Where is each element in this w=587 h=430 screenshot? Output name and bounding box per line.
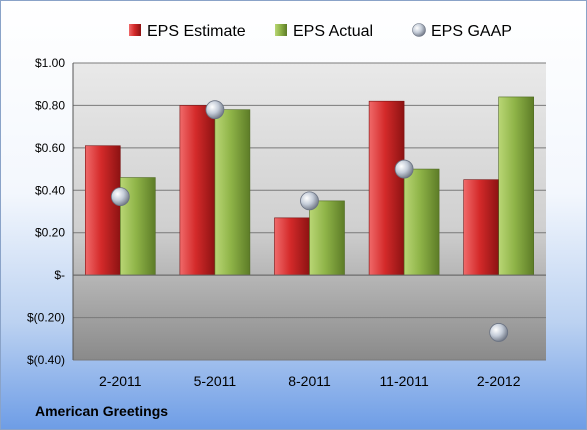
y-tick-label: $(0.40) xyxy=(27,353,65,367)
gaap-point xyxy=(110,187,130,207)
legend: EPS Estimate EPS Actual EPS GAAP xyxy=(129,23,512,40)
legend-swatch-estimate xyxy=(129,24,141,36)
legend-label: EPS Estimate xyxy=(147,23,246,40)
y-tick-label: $1.00 xyxy=(35,56,65,70)
gaap-point xyxy=(489,323,509,342)
y-tick-label: $- xyxy=(54,268,65,282)
company-name: American Greetings xyxy=(35,403,169,419)
actual-bar xyxy=(498,96,535,276)
x-tick-label: 8-2011 xyxy=(288,373,331,389)
estimate-bar xyxy=(179,105,216,276)
y-tick-label: $0.60 xyxy=(35,141,65,155)
x-tick-label: 11-2011 xyxy=(379,373,429,389)
x-tick-label: 2-2011 xyxy=(99,373,142,389)
y-tick-label: $0.40 xyxy=(35,183,65,197)
gaap-point xyxy=(300,191,319,211)
y-tick-label: $0.20 xyxy=(35,226,65,240)
legend-swatch-actual xyxy=(275,24,287,36)
y-tick-label: $0.80 xyxy=(35,98,65,112)
x-tick-label: 5-2011 xyxy=(194,373,237,389)
legend-label: EPS Actual xyxy=(293,23,373,40)
actual-bar xyxy=(403,168,440,276)
x-tick-label: 2-2012 xyxy=(477,373,521,389)
legend-label: EPS GAAP xyxy=(431,23,512,40)
estimate-bar xyxy=(85,145,121,276)
legend-swatch-gaap xyxy=(412,23,426,37)
plot-area: $1.00 $0.80 $0.60 $0.40 $0.20 $- $(0.20) $(0.40… xyxy=(27,56,546,389)
actual-bar xyxy=(214,109,251,276)
gaap-point xyxy=(394,159,414,179)
actual-bar xyxy=(309,200,345,276)
y-tick-label: $(0.20) xyxy=(27,311,65,325)
estimate-bar xyxy=(463,179,500,276)
estimate-bar xyxy=(368,100,405,276)
estimate-bar xyxy=(274,217,310,276)
gaap-point xyxy=(205,100,225,120)
